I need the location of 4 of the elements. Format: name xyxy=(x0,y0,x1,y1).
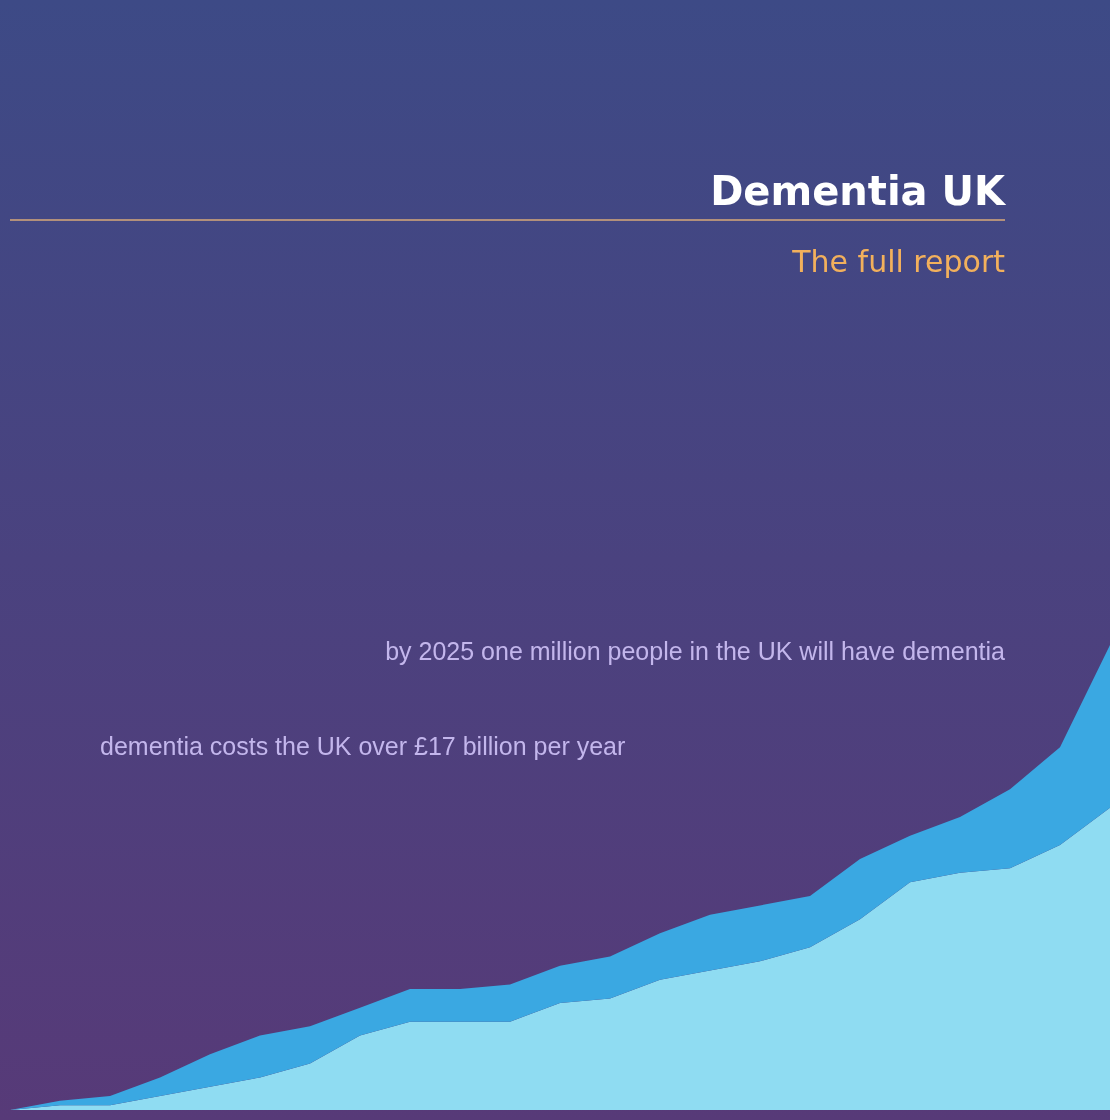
annotation: by 2025 one million people in the UK will have dementia xyxy=(385,637,1006,665)
annotation: dementia costs the UK over £17 billion per year xyxy=(100,732,626,760)
chart-subtitle: The full report xyxy=(791,244,1006,279)
chart-title: Dementia UK xyxy=(710,168,1007,214)
